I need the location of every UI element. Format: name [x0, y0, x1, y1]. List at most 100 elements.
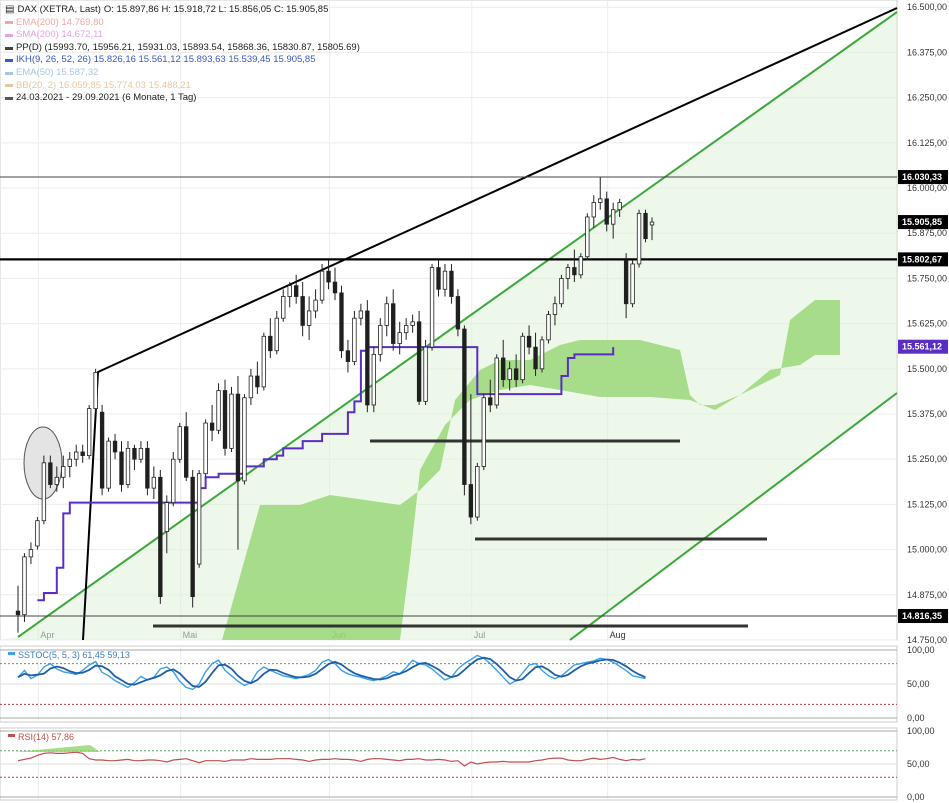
candle-body	[184, 426, 189, 478]
stoch-tick-label: 0,00	[907, 713, 925, 723]
candle-body	[533, 346, 538, 370]
price-tick-label: 16.375,00	[907, 47, 947, 57]
price-tag-label: 15.905,85	[902, 217, 942, 227]
candle-body	[501, 357, 506, 381]
candle-body	[339, 292, 344, 352]
candle-body	[190, 476, 195, 598]
candle-body	[513, 368, 519, 381]
candle-body	[436, 267, 441, 290]
candle-body	[636, 212, 642, 265]
candle-body	[442, 270, 448, 290]
candle-body	[222, 390, 228, 449]
legend-item[interactable]: IKH(9, 26, 52, 26) 15.826,16 15.561,12 1…	[5, 54, 360, 67]
candle-body	[391, 303, 396, 344]
price-tick-label: 14.875,00	[907, 590, 947, 600]
price-tag-bg	[898, 215, 948, 230]
candle-body	[559, 278, 564, 305]
legend-item[interactable]: SMA(200) 14.672,11	[5, 29, 360, 42]
candle-body	[287, 285, 292, 297]
rsi-label: RSI(14) 57,86	[18, 732, 74, 742]
candle-body	[617, 202, 622, 211]
legend-swatch	[5, 46, 13, 50]
legend-swatch	[5, 84, 13, 88]
rsi-swatch	[8, 734, 15, 737]
price-tick-label: 16.500,00	[907, 2, 947, 12]
candle-body	[591, 202, 596, 218]
candle-body	[125, 447, 131, 485]
legend-swatch	[5, 59, 13, 63]
price-tag-bg	[898, 252, 948, 267]
candle-body	[209, 422, 215, 431]
candle-body	[572, 267, 577, 276]
candle-body	[326, 270, 331, 283]
candle-body	[630, 263, 635, 305]
price-tick-label: 15.750,00	[907, 273, 947, 283]
candle-body	[306, 310, 312, 326]
legend-label: EMA(200) 14.769,80	[16, 16, 104, 28]
candle-body	[300, 296, 305, 326]
candle-body	[319, 270, 325, 301]
price-tick-label: 15.125,00	[907, 499, 947, 509]
candle-body	[475, 466, 480, 518]
candle-body	[80, 451, 85, 456]
legend-item[interactable]: EMA(200) 14.769,80	[5, 17, 360, 30]
candle-body	[416, 321, 422, 402]
candle-body	[28, 549, 34, 558]
candle-body	[585, 216, 590, 258]
price-tick-label: 16.125,00	[907, 138, 947, 148]
resistance-trendline	[82, 7, 898, 641]
candle-body	[22, 556, 27, 616]
candle-body	[99, 411, 105, 489]
candle-body	[229, 393, 234, 449]
candle-body	[507, 368, 512, 381]
legend-swatch	[5, 71, 13, 75]
price-tag-bg	[898, 170, 948, 185]
candle-body	[397, 332, 402, 344]
legend-label: BB(20, 2) 16.059,85 15.774,03 15.488,21	[16, 79, 191, 91]
stoch-label: SSTOC(5, 5, 3) 61,45 59,13	[18, 650, 130, 660]
candle-body	[539, 339, 545, 370]
ikh-baseline	[37, 346, 615, 602]
legend-swatch	[5, 96, 13, 100]
price-tick-label: 15.000,00	[907, 545, 947, 555]
candle-body	[455, 296, 461, 330]
candle-body	[384, 303, 389, 326]
candle-body	[643, 212, 648, 240]
candle-body	[216, 390, 221, 431]
candle-body	[649, 221, 655, 226]
candle-body	[177, 426, 182, 460]
candle-body	[196, 473, 202, 565]
candle-body	[358, 310, 364, 319]
price-tick-label: 14.750,00	[907, 635, 947, 645]
candle-body	[112, 440, 118, 453]
legend-item[interactable]: PP(D) (15993.70, 15956.21, 15931.03, 158…	[5, 42, 360, 55]
candle-body	[235, 393, 241, 482]
candle-body	[520, 335, 525, 381]
candle-body	[145, 447, 150, 489]
price-tag-label: 15.802,67	[902, 254, 942, 264]
legend-label: 24.03.2021 - 29.09.2021 (6 Monate, 1 Tag…	[16, 92, 197, 104]
candle-body	[403, 325, 409, 334]
candle-body	[365, 310, 370, 406]
candle-body	[488, 397, 493, 406]
candle-body	[158, 476, 163, 598]
rsi-line	[17, 751, 646, 767]
legend-title-row: ▤ DAX (XETRA, Last) O: 15.897,86 H: 15.9…	[5, 4, 360, 17]
candle-body	[552, 303, 558, 315]
candle-body	[313, 299, 318, 312]
price-tag-label: 16.030,33	[902, 172, 942, 182]
candle-body	[468, 484, 474, 518]
candle-body	[429, 267, 435, 348]
legend-item[interactable]: 24.03.2021 - 29.09.2021 (6 Monate, 1 Tag…	[5, 92, 360, 105]
ichimoku-cloud	[222, 300, 840, 640]
stoch-swatch	[8, 652, 15, 655]
price-tick-label: 15.625,00	[907, 319, 947, 329]
legend-item[interactable]: EMA(50) 15.587,32	[5, 67, 360, 80]
legend-swatch	[5, 21, 13, 25]
legend-label: PP(D) (15993.70, 15956.21, 15931.03, 158…	[16, 41, 360, 53]
chart-type-icon[interactable]: ▤	[5, 4, 15, 15]
stoch-k-line	[17, 654, 646, 691]
candle-body	[371, 353, 376, 406]
candle-body	[462, 328, 467, 485]
legend-item[interactable]: BB(20, 2) 16.059,85 15.774,03 15.488,21	[5, 80, 360, 93]
